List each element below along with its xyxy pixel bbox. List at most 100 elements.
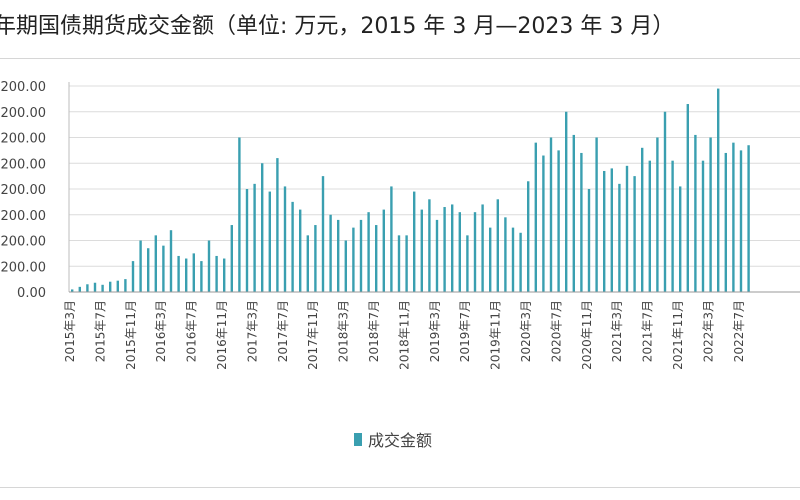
y-tick-label: 200.00 bbox=[1, 157, 47, 172]
bar bbox=[223, 258, 226, 292]
bar bbox=[124, 279, 127, 292]
bar bbox=[641, 147, 644, 292]
y-tick-label: 200.00 bbox=[1, 106, 47, 121]
bar bbox=[268, 191, 271, 292]
x-tick-label: 2015年11月 bbox=[124, 300, 138, 370]
bar bbox=[595, 137, 598, 292]
x-tick-label: 2021年7月 bbox=[641, 300, 655, 362]
legend: 成交金额 bbox=[354, 429, 433, 450]
x-tick-label: 2017年3月 bbox=[245, 300, 259, 362]
bar bbox=[443, 207, 446, 292]
bar bbox=[489, 227, 492, 292]
x-tick-label: 2022年7月 bbox=[732, 300, 746, 362]
x-tick-label: 2017年7月 bbox=[276, 300, 290, 362]
bar bbox=[618, 183, 621, 292]
bar bbox=[633, 176, 636, 292]
bar bbox=[185, 258, 188, 292]
bar bbox=[253, 183, 256, 292]
x-tick-label: 2022年3月 bbox=[701, 300, 715, 362]
bar bbox=[139, 240, 142, 292]
x-tick-label: 2018年7月 bbox=[367, 300, 381, 362]
bar bbox=[276, 158, 279, 292]
x-tick-label: 2016年3月 bbox=[154, 300, 168, 362]
bar bbox=[177, 255, 180, 292]
bar bbox=[352, 227, 355, 292]
bar bbox=[587, 189, 591, 292]
x-tick-label: 2019年11月 bbox=[489, 300, 503, 370]
x-tick-label: 2015年3月 bbox=[63, 300, 77, 362]
bar bbox=[337, 219, 340, 292]
y-tick-label: 200.00 bbox=[1, 209, 47, 224]
bar bbox=[116, 280, 119, 292]
bar bbox=[192, 253, 195, 292]
bar bbox=[299, 209, 302, 292]
y-tick-label: 200.00 bbox=[1, 132, 47, 147]
x-tick-label: 2016年11月 bbox=[215, 300, 229, 370]
bar bbox=[215, 255, 218, 292]
bar bbox=[671, 160, 674, 292]
bar bbox=[648, 160, 651, 292]
bar bbox=[413, 191, 416, 292]
bar bbox=[375, 225, 378, 292]
bar bbox=[200, 261, 203, 292]
bar bbox=[207, 240, 211, 292]
bar bbox=[435, 219, 439, 292]
bar bbox=[504, 217, 507, 292]
bar bbox=[717, 88, 720, 292]
bar bbox=[93, 282, 97, 292]
bar bbox=[230, 225, 233, 292]
bar bbox=[534, 142, 537, 292]
bar bbox=[739, 150, 743, 292]
x-tick-label: 2019年7月 bbox=[458, 300, 472, 362]
bar bbox=[147, 248, 150, 292]
y-tick-label: 200.00 bbox=[1, 260, 47, 275]
bar bbox=[724, 152, 727, 292]
bar bbox=[367, 212, 370, 292]
bar bbox=[397, 235, 401, 292]
bar bbox=[329, 214, 332, 292]
bar bbox=[109, 281, 112, 292]
bar bbox=[519, 232, 522, 292]
bar bbox=[580, 152, 583, 292]
x-tick-label: 2017年11月 bbox=[306, 300, 320, 370]
bar bbox=[405, 235, 408, 292]
bar bbox=[359, 219, 363, 292]
bar bbox=[732, 142, 735, 292]
x-tick-label: 2021年3月 bbox=[610, 300, 624, 362]
bar bbox=[656, 137, 659, 292]
bar bbox=[314, 225, 317, 292]
bar-chart: 0.00 200.00 200.00 200.00 200.00 200.00 200.00… bbox=[1, 80, 800, 370]
y-tick-label: 200.00 bbox=[1, 80, 47, 95]
bar bbox=[428, 199, 431, 292]
bar bbox=[481, 204, 484, 292]
x-tick-label: 2020年11月 bbox=[580, 300, 594, 370]
bar bbox=[390, 186, 393, 292]
bar bbox=[344, 240, 347, 292]
legend-label: 成交金额 bbox=[368, 431, 433, 450]
bar bbox=[382, 209, 385, 292]
bar bbox=[466, 235, 469, 292]
x-tick-label: 2020年3月 bbox=[519, 300, 533, 362]
bar bbox=[131, 261, 135, 292]
x-tick-label: 2016年7月 bbox=[185, 300, 199, 362]
legend-swatch bbox=[354, 432, 362, 446]
bar bbox=[238, 137, 241, 292]
bar bbox=[603, 170, 606, 292]
bar bbox=[511, 227, 515, 292]
bar bbox=[557, 150, 560, 292]
bar bbox=[701, 160, 705, 292]
bar bbox=[458, 212, 461, 292]
bar bbox=[572, 134, 575, 292]
bar bbox=[686, 104, 689, 293]
y-tick-label: 200.00 bbox=[1, 183, 47, 198]
y-tick-label: 0.00 bbox=[17, 286, 46, 301]
y-tick-label: 200.00 bbox=[1, 235, 47, 250]
bar bbox=[473, 212, 477, 292]
bar bbox=[451, 204, 454, 292]
x-tick-label: 2018年11月 bbox=[397, 300, 411, 370]
x-tick-label: 2021年11月 bbox=[671, 300, 685, 370]
bar bbox=[549, 137, 553, 292]
bar bbox=[663, 111, 667, 292]
bar bbox=[542, 155, 545, 292]
bar bbox=[261, 163, 264, 292]
